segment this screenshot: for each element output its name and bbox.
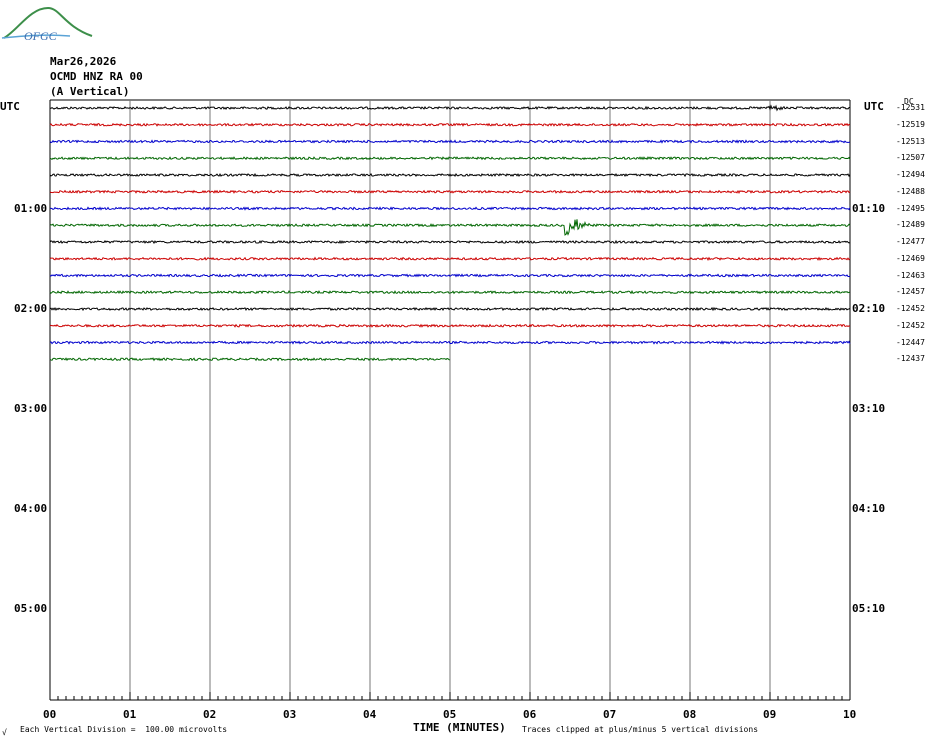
right-hour-label: 02:10	[852, 302, 886, 315]
left-hour-label: 01:00	[14, 202, 48, 215]
x-tick-label: 05	[443, 708, 457, 721]
right-hour-label: 01:10	[852, 202, 886, 215]
dc-offset-value: -12469	[896, 253, 925, 263]
trace-row-8	[49, 239, 851, 245]
dc-offset-value: -12531	[896, 103, 925, 112]
dc-offset-value: -12519	[896, 119, 925, 129]
trace-row-15	[49, 357, 451, 362]
dc-offset-value: -12463	[896, 270, 925, 280]
trace-row-12	[49, 306, 851, 312]
trace-row-10	[49, 273, 851, 278]
dc-offset-value: -12507	[896, 153, 925, 163]
trace-row-13	[49, 323, 851, 328]
footer-clip: Traces clipped at plus/minus 5 vertical …	[522, 725, 759, 734]
dc-offset-value: -12494	[896, 170, 925, 179]
left-hour-label: 04:00	[14, 502, 48, 515]
x-tick-label: 10	[843, 708, 857, 721]
x-tick-label: 09	[763, 708, 777, 721]
trace-row-1	[49, 122, 851, 127]
dc-offset-value: -12489	[896, 220, 925, 230]
left-hour-label: 03:00	[14, 402, 48, 415]
ofgc-logo: OFGC	[1, 6, 93, 43]
trace-row-11	[49, 289, 851, 295]
trace-row-5	[49, 189, 851, 194]
x-tick-label: 01	[123, 708, 137, 721]
trace-row-7	[49, 219, 851, 236]
x-axis-label: TIME (MINUTES)	[413, 721, 506, 734]
x-tick-label: 07	[603, 708, 617, 721]
dc-offset-value: -12513	[896, 136, 925, 146]
dc-offset-value: -12488	[896, 186, 925, 196]
footer-mark: √	[2, 728, 7, 737]
dc-offset-value: -12477	[896, 237, 925, 246]
left-hour-label: 05:00	[14, 602, 48, 615]
logo-swoosh-icon	[1, 34, 71, 39]
x-tick-label: 02	[203, 708, 217, 721]
x-tick-label: 03	[283, 708, 297, 721]
x-tick-label: 00	[43, 708, 57, 721]
logo-swoosh-icon	[3, 6, 93, 39]
left-hour-label: 02:00	[14, 302, 48, 315]
dc-offset-value: -12495	[896, 203, 925, 213]
header-component: (A Vertical)	[50, 85, 130, 98]
trace-row-4	[49, 172, 851, 178]
dc-offset-value: -12452	[896, 320, 925, 330]
right-hour-label: 03:10	[852, 402, 886, 415]
dc-label: DC	[904, 97, 914, 106]
dc-offset-value: -12447	[896, 337, 925, 347]
logo-text: OFGC	[24, 29, 58, 43]
trace-row-9	[49, 256, 851, 261]
footer-scale: Each Vertical Division = 100.00 microvol…	[20, 725, 228, 734]
trace-row-0	[49, 104, 851, 112]
left-timezone-label: UTC	[0, 100, 20, 113]
trace-row-14	[49, 340, 851, 345]
right-hour-label: 05:10	[852, 602, 886, 615]
dc-offset-value: -12457	[896, 287, 925, 297]
x-tick-label: 08	[683, 708, 697, 721]
right-timezone-label: UTC	[864, 100, 884, 113]
right-hour-label: 04:10	[852, 502, 886, 515]
header-date: Mar26,2026	[50, 55, 117, 68]
dc-offset-value: -12452	[896, 304, 925, 313]
trace-row-3	[49, 156, 851, 161]
trace-row-6	[49, 206, 851, 211]
x-tick-label: 04	[363, 708, 377, 721]
trace-row-2	[49, 139, 851, 144]
x-tick-label: 06	[523, 708, 537, 721]
dc-offset-value: -12437	[896, 354, 925, 364]
header-station: OCMD HNZ RA 00	[50, 70, 143, 83]
